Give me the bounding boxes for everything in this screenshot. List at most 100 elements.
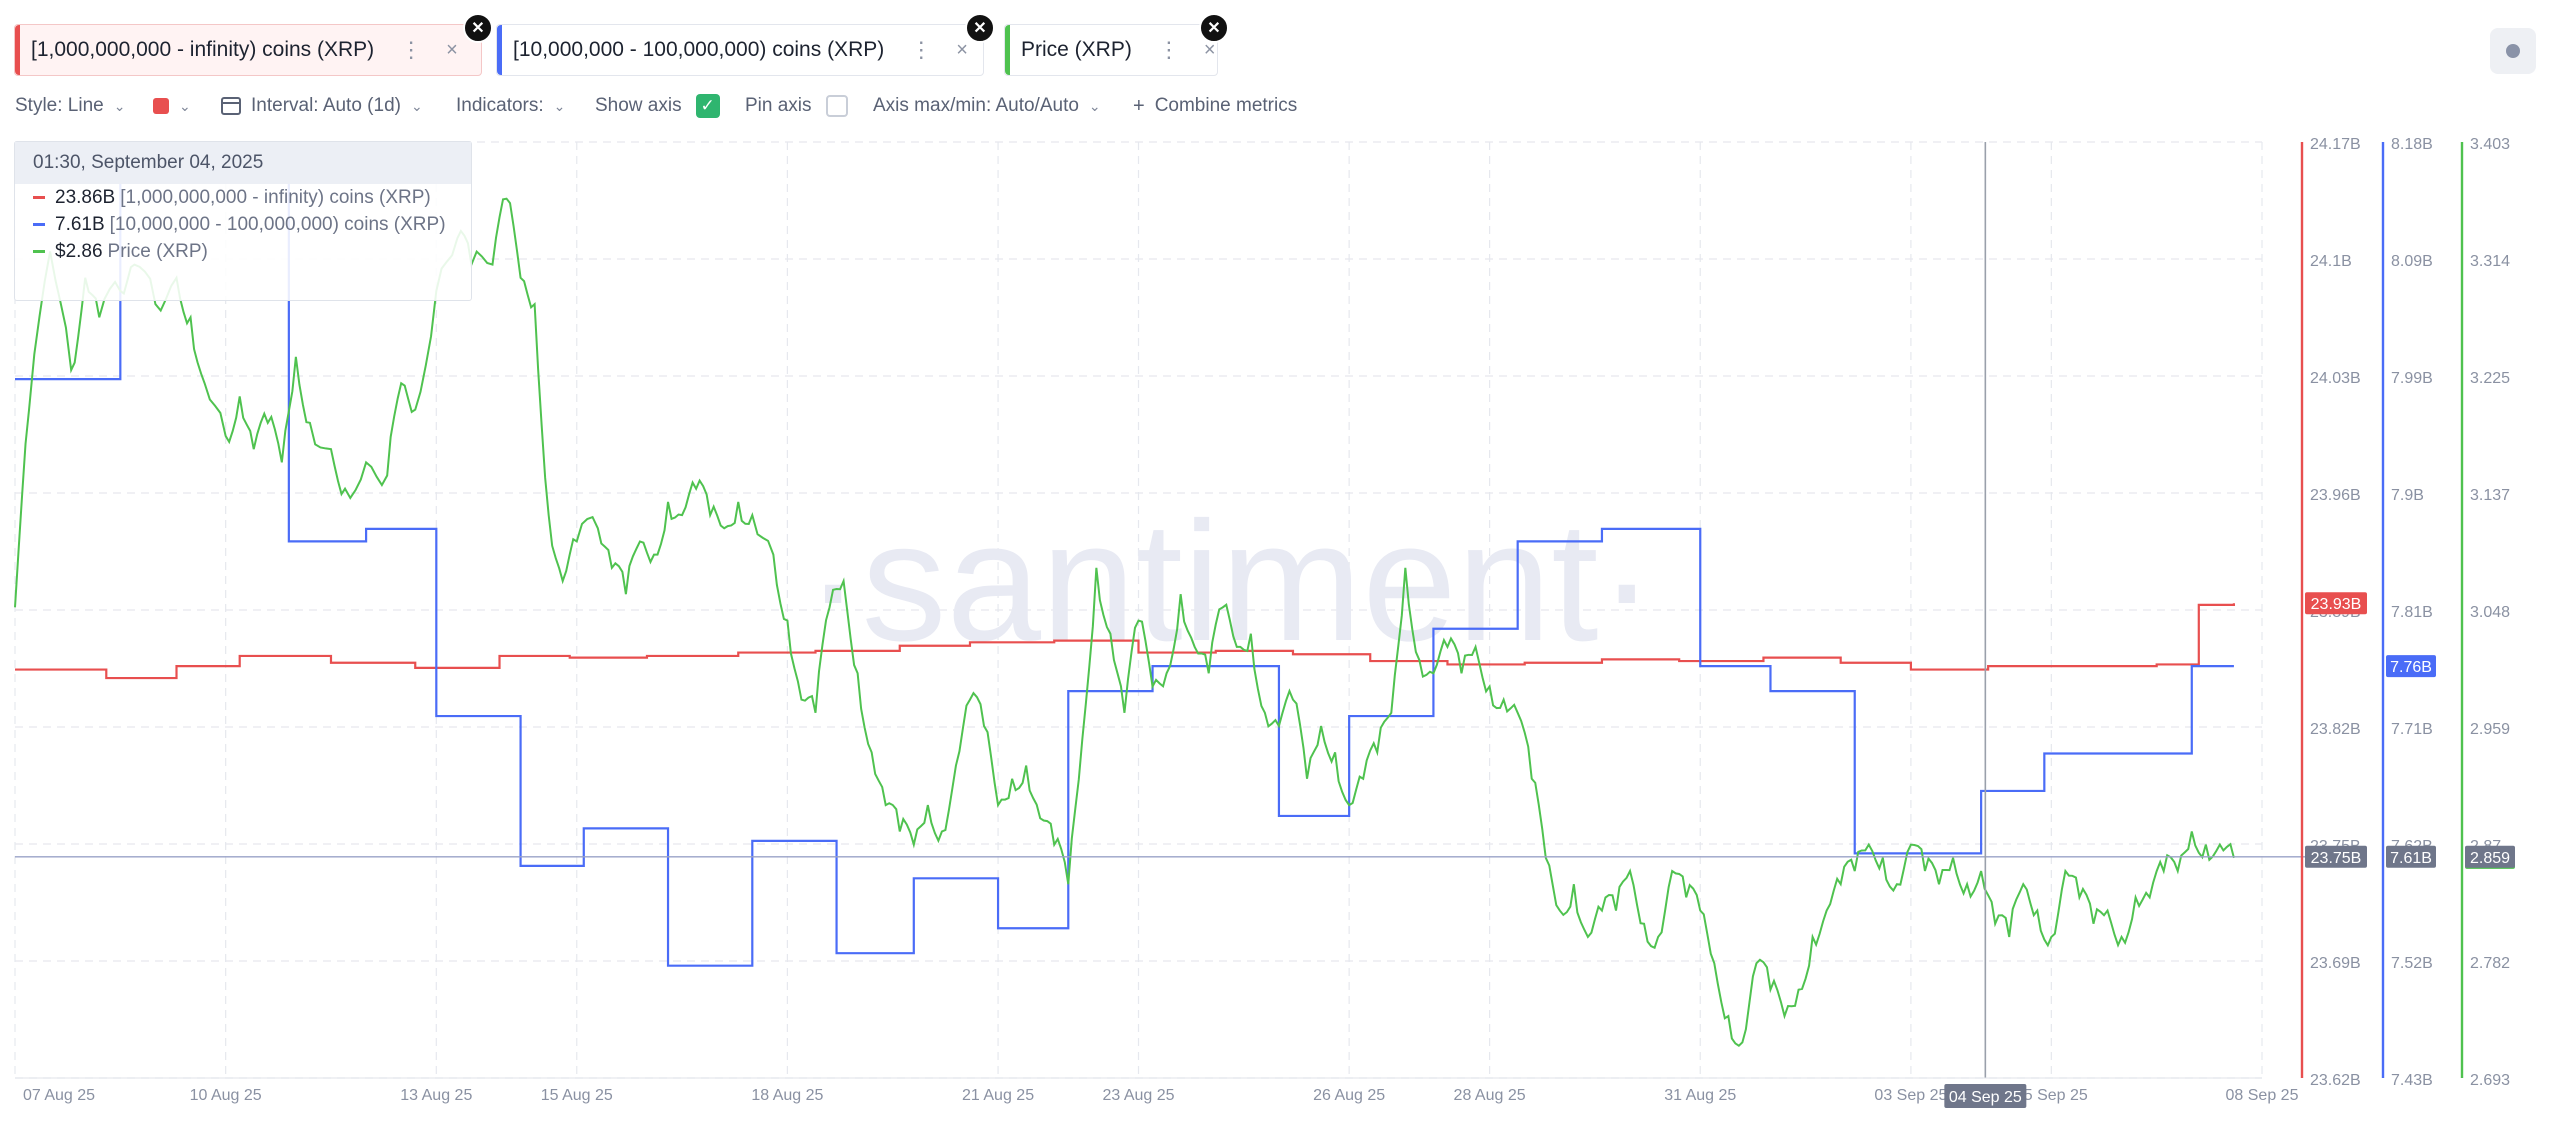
interval-label: Interval: Auto (1d) — [251, 95, 401, 116]
santiment-watermark: ·santiment· — [805, 487, 1655, 677]
more-options-icon[interactable]: ⋮ — [400, 37, 422, 62]
close-icon[interactable]: × — [956, 38, 968, 61]
remove-metric-icon[interactable]: ✕ — [965, 13, 995, 43]
pin-axis-toggle[interactable]: Pin axis — [745, 92, 848, 120]
tooltip-row: 23.86B [1,000,000,000 - infinity) coins … — [15, 184, 471, 211]
hover-value-label: 2.859 — [2470, 850, 2510, 867]
crosshair-date-badge — [1944, 1084, 2027, 1108]
more-options-icon[interactable]: ⋮ — [910, 37, 932, 62]
axis-tick-label: 24.1B — [2310, 253, 2352, 270]
hover-value-label: 7.61B — [2390, 850, 2432, 867]
x-axis-tick-label: 03 Sep 25 — [1874, 1087, 1947, 1104]
axis-maxmin-label: Axis max/min: Auto/Auto — [873, 95, 1079, 116]
metric-color-bar — [15, 25, 20, 75]
x-axis-tick-label: 07 Aug 25 — [23, 1087, 95, 1104]
axis-tick-label: 3.403 — [2470, 136, 2510, 153]
x-axis-tick-label: 05 Sep 25 — [2015, 1087, 2088, 1104]
tooltip-value: 7.61B — [55, 213, 105, 235]
x-axis-tick-label: 23 Aug 25 — [1102, 1087, 1174, 1104]
chevron-down-icon: ⌄ — [553, 97, 566, 114]
y-axis-0: 24.17B24.1B24.03B23.96B23.89B23.82B23.75… — [2300, 136, 2367, 1089]
dot-icon — [2506, 44, 2520, 58]
axis-tick-label: 23.69B — [2310, 955, 2361, 972]
x-axis-tick-label: 28 Aug 25 — [1454, 1087, 1526, 1104]
metric-color-bar — [1005, 25, 1010, 75]
metric-color-bar — [497, 25, 502, 75]
current-value-label: 23.93B — [2311, 596, 2362, 613]
indicators-dropdown[interactable]: Indicators: ⌄ — [456, 92, 565, 120]
show-axis-label: Show axis — [595, 95, 682, 116]
x-axis-tick-label: 18 Aug 25 — [751, 1087, 823, 1104]
current-value-label: 7.76B — [2390, 659, 2432, 676]
series-color-dash — [33, 196, 45, 199]
plus-icon: + — [1133, 94, 1145, 117]
close-icon[interactable]: × — [1203, 38, 1216, 61]
tooltip-value: $2.86 — [55, 240, 103, 262]
x-axis-tick-label: 15 Aug 25 — [541, 1087, 613, 1104]
checkbox-empty-icon[interactable] — [825, 95, 848, 117]
chevron-down-icon: ⌄ — [113, 97, 126, 114]
tooltip-series-name: Price (XRP) — [107, 240, 208, 262]
color-picker[interactable]: ⌄ — [153, 92, 191, 120]
x-axis-tick-label: 13 Aug 25 — [400, 1087, 472, 1104]
axis-tick-label: 24.17B — [2310, 136, 2361, 153]
tooltip-value: 23.86B — [55, 186, 116, 208]
x-axis-tick-label: 08 Sep 25 — [2226, 1087, 2299, 1104]
chart-options-button[interactable] — [2490, 28, 2536, 74]
y-axis-2: 3.4033.3143.2253.1373.0482.9592.872.7822… — [2460, 136, 2515, 1089]
combine-metrics-button[interactable]: + Combine metrics — [1133, 92, 1297, 120]
x-axis-tick-label: 21 Aug 25 — [962, 1087, 1034, 1104]
axis-tick-label: 3.225 — [2470, 370, 2510, 387]
hover-tooltip: 01:30, September 04, 2025 23.86B [1,000,… — [14, 141, 472, 301]
axis-tick-label: 23.82B — [2310, 721, 2361, 738]
hover-value-label: 23.75B — [2311, 850, 2362, 867]
axis-tick-label: 2.693 — [2470, 1072, 2510, 1089]
axis-tick-label: 7.81B — [2391, 604, 2433, 621]
show-axis-toggle[interactable]: Show axis ✓ — [595, 92, 720, 120]
axis-tick-label: 23.96B — [2310, 487, 2361, 504]
close-icon[interactable]: × — [446, 38, 458, 61]
tooltip-series-name: [1,000,000,000 - infinity) coins (XRP) — [120, 186, 431, 208]
axis-tick-label: 3.137 — [2470, 487, 2510, 504]
y-axis-1: 8.18B8.09B7.99B7.9B7.81B7.71B7.62B7.52B7… — [2381, 136, 2436, 1089]
metric-chip-price[interactable]: Price (XRP) ⋮ × ✕ — [1004, 13, 1229, 76]
axis-tick-label: 23.62B — [2310, 1072, 2361, 1089]
axis-tick-label: 8.18B — [2391, 136, 2433, 153]
series-color-dash — [33, 250, 45, 253]
axis-tick-label: 7.99B — [2391, 370, 2433, 387]
current-value-badge — [2305, 592, 2367, 615]
remove-metric-icon[interactable]: ✕ — [1199, 13, 1229, 43]
metric-label: [1,000,000,000 - infinity) coins (XRP) — [31, 38, 375, 61]
more-options-icon[interactable]: ⋮ — [1157, 37, 1180, 62]
tooltip-row: $2.86 Price (XRP) — [15, 238, 471, 265]
metric-label: Price (XRP) — [1021, 38, 1132, 61]
style-dropdown[interactable]: Style: Line ⌄ — [15, 92, 125, 120]
indicators-label: Indicators: — [456, 95, 544, 116]
axis-tick-label: 7.52B — [2391, 955, 2433, 972]
remove-metric-icon[interactable]: ✕ — [463, 13, 493, 43]
axis-tick-label: 7.71B — [2391, 721, 2433, 738]
chevron-down-icon: ⌄ — [410, 97, 423, 114]
hover-value-badge — [2465, 845, 2515, 868]
axis-tick-label: 7.9B — [2391, 487, 2424, 504]
hover-value-badge — [2305, 845, 2367, 868]
color-swatch — [153, 98, 169, 114]
pin-axis-label: Pin axis — [745, 95, 812, 116]
chevron-down-icon: ⌄ — [1088, 97, 1101, 114]
tooltip-date: 01:30, September 04, 2025 — [15, 142, 471, 184]
hover-value-badge — [2386, 845, 2436, 868]
axis-tick-label: 2.782 — [2470, 955, 2510, 972]
x-axis-tick-label: 26 Aug 25 — [1313, 1087, 1385, 1104]
interval-dropdown[interactable]: Interval: Auto (1d) ⌄ — [221, 92, 423, 120]
x-axis-tick-label: 10 Aug 25 — [190, 1087, 262, 1104]
axis-maxmin-dropdown[interactable]: Axis max/min: Auto/Auto ⌄ — [873, 92, 1101, 120]
checkbox-checked-icon[interactable]: ✓ — [695, 94, 720, 118]
series-line-ten-million-holders — [15, 178, 2234, 967]
metric-chip-billion-holders[interactable]: [1,000,000,000 - infinity) coins (XRP) ⋮… — [14, 13, 493, 76]
series-line-billion-holders — [15, 603, 2236, 680]
chevron-down-icon: ⌄ — [179, 97, 191, 114]
crosshair-date-label: 04 Sep 25 — [1949, 1089, 2022, 1106]
metric-chip-ten-million-holders[interactable]: [10,000,000 - 100,000,000) coins (XRP) ⋮… — [496, 13, 995, 76]
tooltip-row: 7.61B [10,000,000 - 100,000,000) coins (… — [15, 211, 471, 238]
